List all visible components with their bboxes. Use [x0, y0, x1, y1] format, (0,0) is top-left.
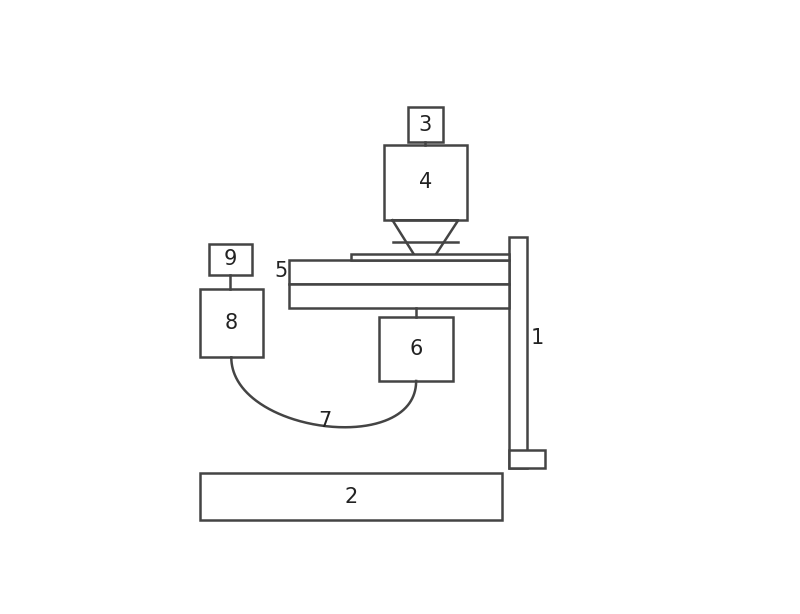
Bar	[379, 317, 453, 381]
Text: 4: 4	[418, 173, 432, 192]
Text: 1: 1	[531, 328, 544, 348]
Text: 9: 9	[224, 249, 237, 270]
Bar	[384, 144, 466, 220]
Bar	[408, 107, 443, 142]
Bar	[200, 473, 502, 521]
Bar	[290, 284, 510, 308]
Bar	[510, 237, 527, 468]
Text: 5: 5	[274, 262, 288, 281]
Bar	[351, 254, 510, 260]
Text: 3: 3	[418, 115, 432, 134]
Text: 8: 8	[225, 313, 238, 333]
Text: 7: 7	[318, 411, 331, 431]
Bar	[290, 260, 510, 284]
Text: 2: 2	[344, 487, 358, 507]
Bar	[209, 244, 252, 274]
Bar	[510, 451, 545, 468]
Text: 6: 6	[410, 340, 423, 359]
Bar	[200, 289, 263, 357]
